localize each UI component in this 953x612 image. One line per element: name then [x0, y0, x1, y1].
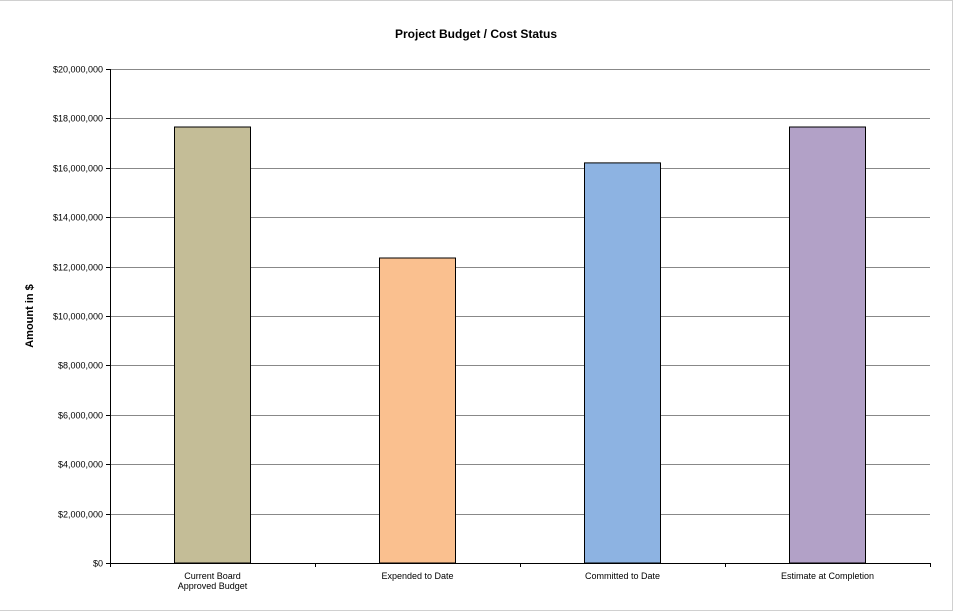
- y-tick-label: $20,000,000: [53, 65, 103, 75]
- bar: [174, 126, 251, 564]
- bar: [379, 257, 456, 564]
- x-category-label: Expended to Date: [381, 571, 453, 581]
- y-tick-label: $2,000,000: [58, 510, 103, 520]
- x-category-label: Committed to Date: [585, 571, 660, 581]
- bars: [174, 126, 866, 564]
- y-tick-label: $14,000,000: [53, 213, 103, 223]
- y-tick-label: $18,000,000: [53, 114, 103, 124]
- chart-title: Project Budget / Cost Status: [395, 27, 557, 41]
- y-axis-title: Amount in $: [24, 284, 36, 348]
- y-tick-labels: $0 $2,000,000 $4,000,000 $6,000,000 $8,000,0…: [53, 65, 103, 569]
- y-tick-label: $8,000,000: [58, 361, 103, 371]
- axes: [106, 69, 931, 567]
- y-tick-label: $10,000,000: [53, 312, 103, 322]
- bar: [789, 126, 866, 564]
- y-tick-label: $6,000,000: [58, 411, 103, 421]
- y-tick-label: $4,000,000: [58, 460, 103, 470]
- y-tick-label: $16,000,000: [53, 164, 103, 174]
- x-category-label: Estimate at Completion: [781, 571, 874, 581]
- y-tick-label: $0: [93, 559, 103, 569]
- bar: [584, 162, 661, 564]
- x-category-labels: Current Board Approved Budget Expended to …: [178, 571, 874, 591]
- y-tick-label: $12,000,000: [53, 263, 103, 273]
- x-category-label: Current Board Approved Budget: [178, 571, 248, 591]
